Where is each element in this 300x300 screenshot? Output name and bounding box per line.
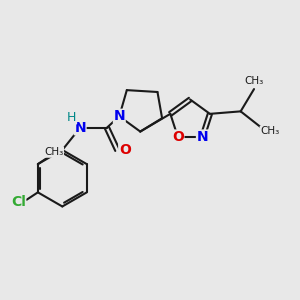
Text: H: H <box>67 111 76 124</box>
Text: CH₃: CH₃ <box>244 76 264 86</box>
Text: N: N <box>113 109 125 123</box>
Text: N: N <box>74 121 86 135</box>
Text: N: N <box>196 130 208 144</box>
Text: CH₃: CH₃ <box>260 126 279 136</box>
Text: CH₃: CH₃ <box>44 147 64 157</box>
Text: Cl: Cl <box>11 195 26 209</box>
Text: O: O <box>119 143 131 157</box>
Text: O: O <box>172 130 184 144</box>
